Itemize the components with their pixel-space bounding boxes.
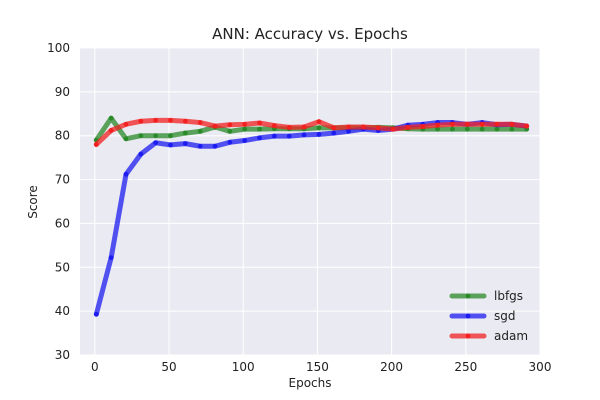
series-line-lbfgs [93, 115, 530, 143]
data-point-adam [257, 120, 262, 126]
data-point-sgd [331, 130, 337, 136]
data-point-lbfgs [182, 130, 188, 136]
data-point-lbfgs [153, 133, 159, 139]
data-point-adam [182, 118, 188, 124]
data-point-lbfgs [450, 126, 455, 132]
data-point-adam [420, 124, 426, 129]
data-point-adam [108, 128, 114, 133]
data-point-adam [494, 121, 500, 127]
data-point-lbfgs [509, 126, 515, 132]
data-point-lbfgs [257, 126, 262, 132]
data-point-adam [138, 118, 144, 124]
data-point-lbfgs [227, 128, 233, 134]
y-axis-label: Score [26, 185, 40, 219]
data-point-adam [316, 119, 322, 125]
x-tick-label: 200 [380, 360, 403, 374]
data-point-adam [286, 124, 292, 130]
data-point-sgd [316, 131, 322, 137]
x-tick-label: 50 [161, 360, 176, 374]
data-point-adam [123, 121, 129, 127]
data-point-lbfgs [197, 128, 203, 134]
data-point-lbfgs [138, 133, 144, 139]
data-point-lbfgs [435, 126, 441, 132]
data-point-lbfgs [108, 115, 114, 121]
data-point-adam [153, 117, 159, 123]
data-point-adam [93, 142, 99, 147]
data-point-sgd [242, 138, 248, 143]
data-point-adam [464, 121, 470, 127]
legend-label-sgd: sgd [494, 309, 516, 323]
y-tick-label: 60 [55, 216, 70, 230]
series-layer [93, 115, 530, 317]
y-tick-label: 40 [55, 304, 70, 318]
x-tick-label: 0 [91, 360, 99, 374]
legend: lbfgs sgd adam [449, 289, 528, 343]
ticks: 0 50 100 150 200 250 300 30 40 50 60 70 80 90 100 [47, 41, 551, 374]
y-tick-label: 90 [55, 85, 70, 99]
y-tick-label: 30 [55, 348, 70, 362]
data-point-adam [301, 124, 307, 130]
legend-marker-sgd [465, 313, 471, 319]
data-point-sgd [301, 132, 307, 138]
y-tick-label: 50 [55, 260, 70, 274]
data-point-lbfgs [464, 126, 470, 132]
data-point-adam [242, 121, 248, 127]
data-point-lbfgs [316, 125, 322, 131]
data-point-adam [390, 126, 396, 132]
data-point-lbfgs [168, 133, 173, 139]
data-point-sgd [346, 128, 351, 134]
legend-marker-lbfgs [465, 293, 471, 299]
x-axis-label: Epochs [289, 376, 332, 390]
data-point-sgd [123, 171, 129, 177]
data-point-adam [331, 125, 337, 131]
data-point-lbfgs [123, 136, 129, 142]
data-point-sgd [197, 143, 203, 149]
data-point-sgd [227, 139, 233, 145]
data-point-adam [168, 117, 173, 123]
x-tick-label: 300 [529, 360, 552, 374]
data-point-adam [405, 124, 411, 130]
data-point-adam [361, 124, 366, 130]
plot-area [80, 48, 540, 355]
data-point-adam [524, 123, 530, 129]
legend-marker-adam [465, 333, 471, 339]
series-adam [93, 117, 530, 147]
y-tick-label: 70 [55, 173, 70, 187]
data-point-adam [212, 123, 218, 129]
data-point-sgd [108, 255, 114, 261]
data-point-sgd [153, 140, 159, 146]
data-point-sgd [257, 135, 262, 141]
data-point-sgd [271, 133, 277, 139]
legend-label-lbfgs: lbfgs [494, 289, 523, 303]
data-point-adam [450, 121, 455, 127]
x-tick-label: 100 [232, 360, 255, 374]
y-tick-label: 100 [47, 41, 70, 55]
x-tick-label: 150 [306, 360, 329, 374]
data-point-adam [197, 120, 203, 125]
data-point-adam [435, 122, 441, 128]
data-point-lbfgs [242, 126, 248, 132]
legend-label-adam: adam [494, 329, 528, 343]
data-point-sgd [212, 143, 218, 149]
data-point-adam [346, 124, 351, 130]
data-point-adam [479, 121, 485, 127]
x-tick-label: 250 [454, 360, 477, 374]
data-point-lbfgs [494, 126, 500, 132]
y-tick-label: 80 [55, 129, 70, 143]
data-point-sgd [93, 311, 99, 317]
data-point-adam [271, 123, 277, 129]
data-point-sgd [286, 133, 292, 139]
data-point-sgd [182, 141, 188, 147]
data-point-adam [509, 121, 515, 127]
data-point-sgd [168, 142, 173, 148]
data-point-adam [227, 122, 233, 128]
data-point-lbfgs [479, 126, 485, 132]
series-line-adam [93, 117, 530, 147]
data-point-sgd [138, 151, 144, 157]
data-point-adam [375, 125, 381, 131]
chart-title: ANN: Accuracy vs. Epochs [212, 25, 408, 43]
